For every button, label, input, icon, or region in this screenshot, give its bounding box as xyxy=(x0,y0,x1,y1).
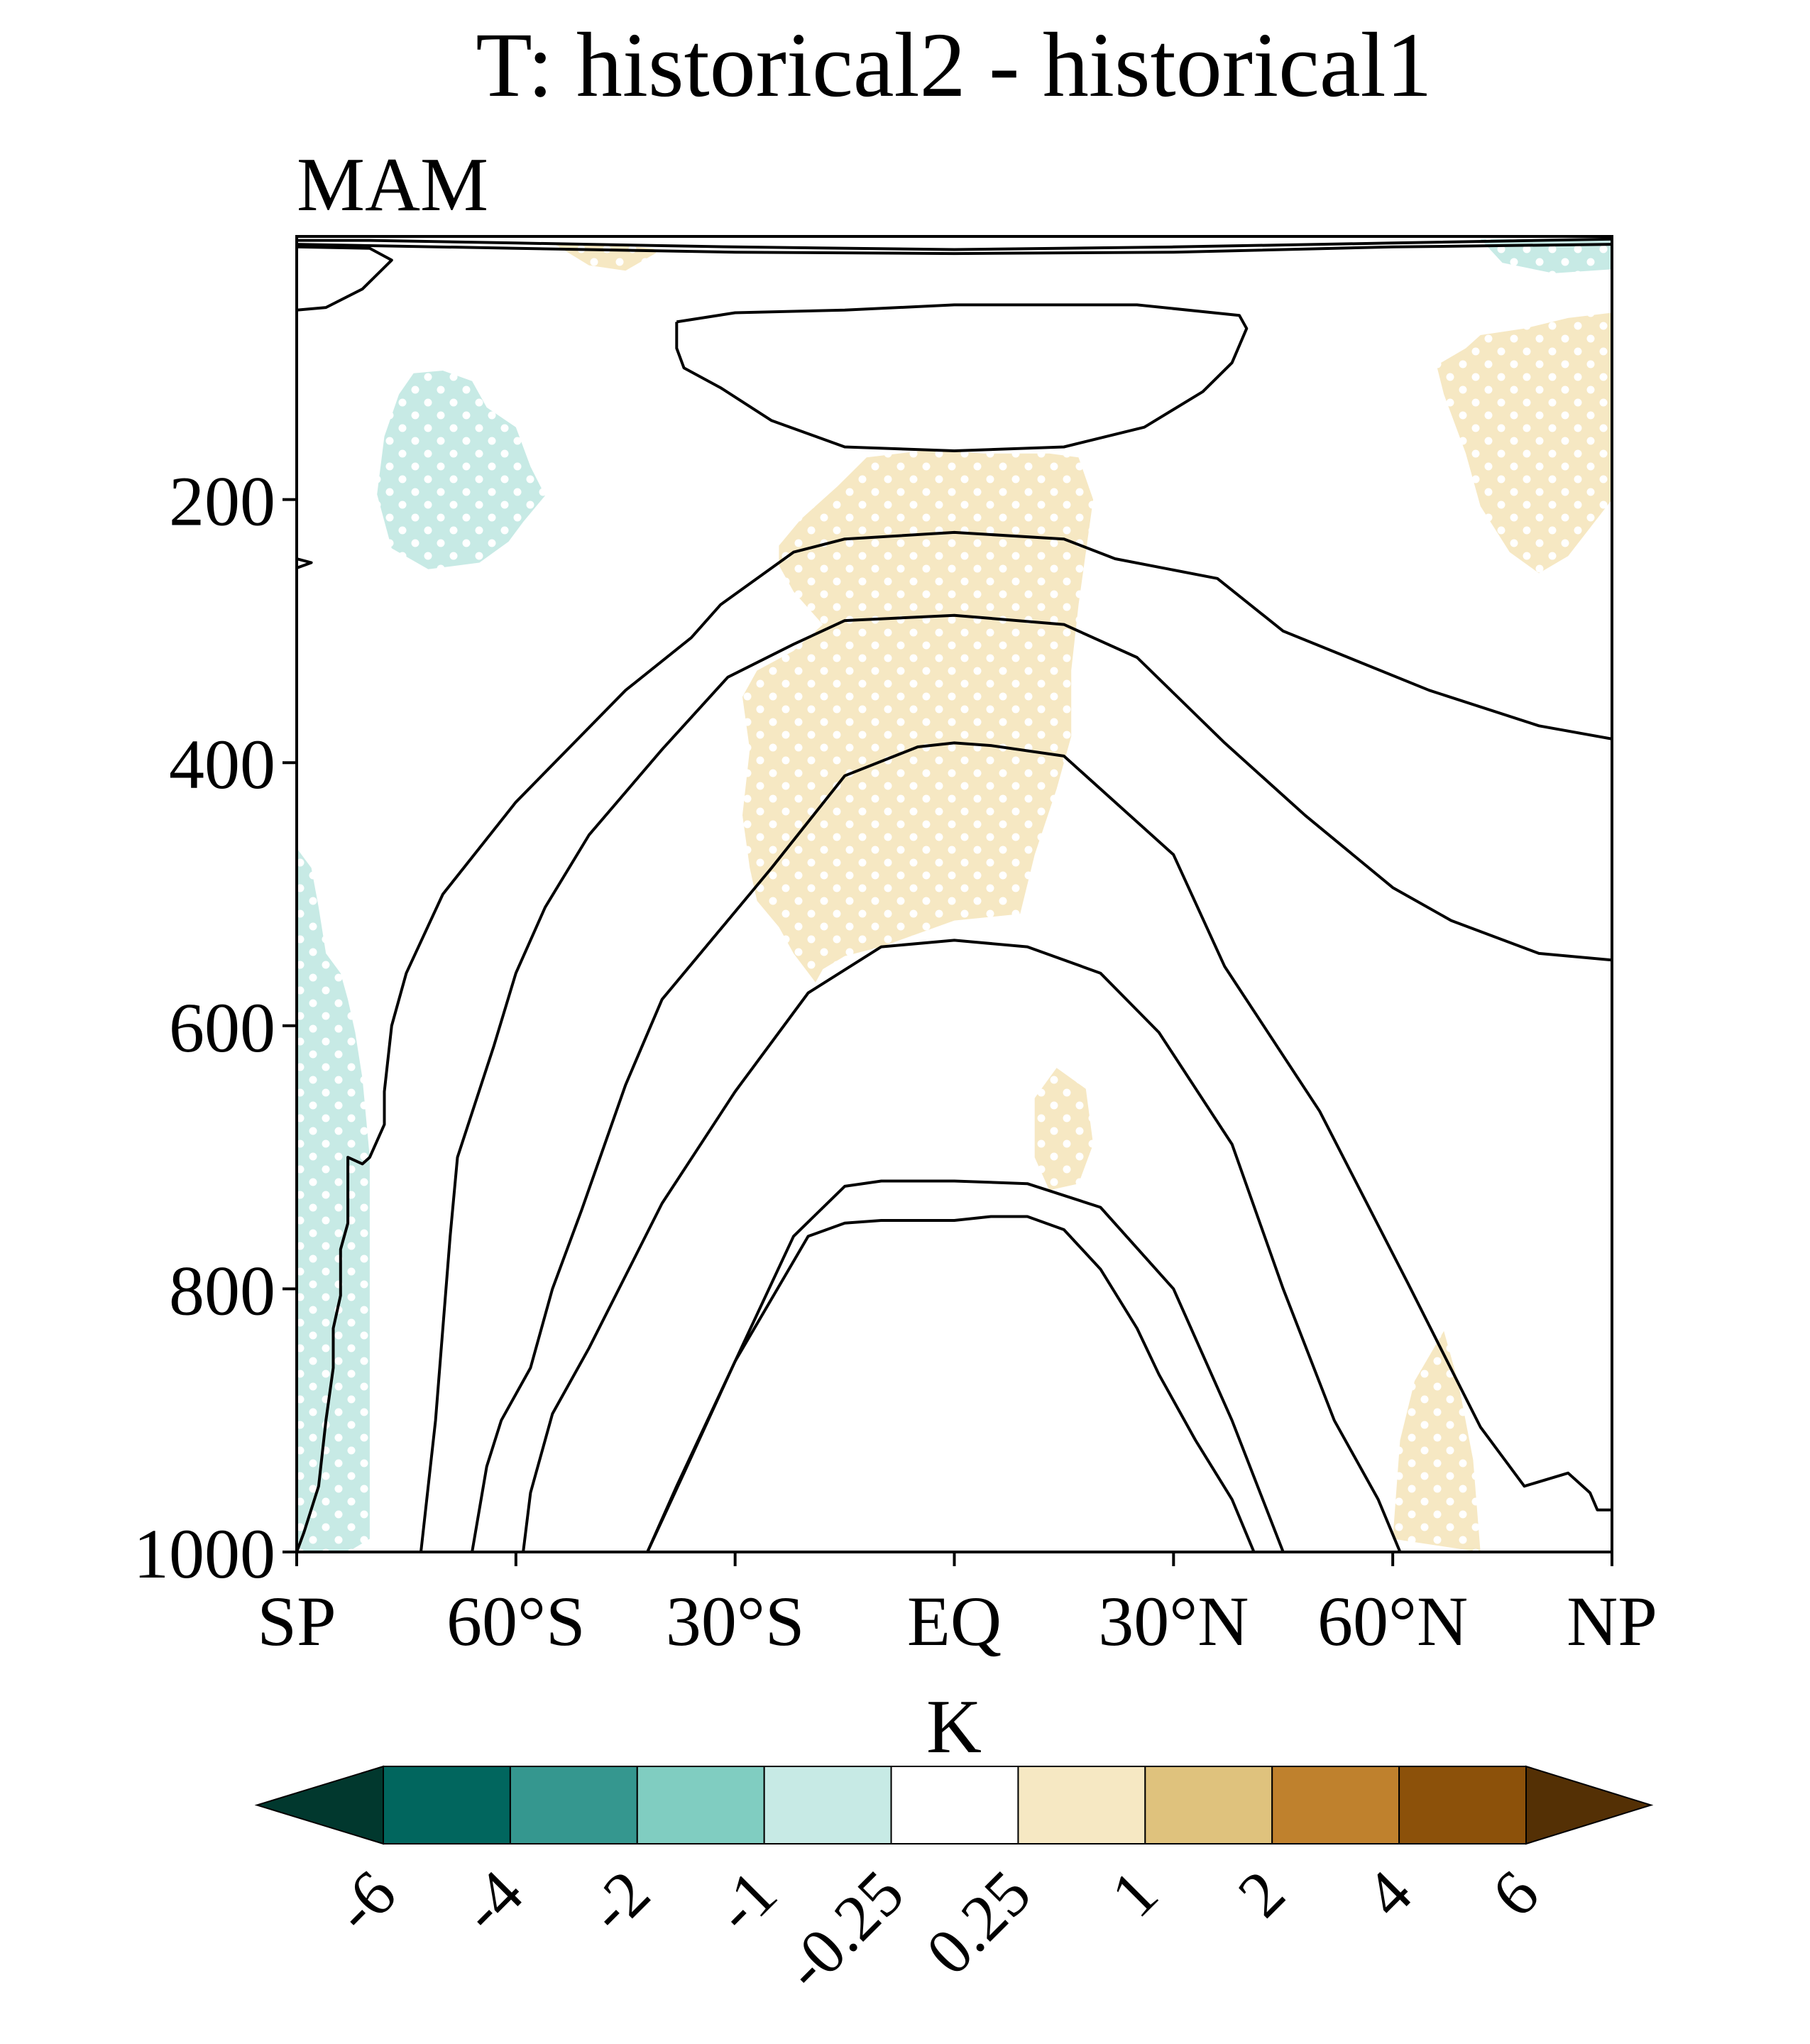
contour-line xyxy=(297,245,393,312)
y-tick-label: 800 xyxy=(169,1251,275,1330)
shaded-region xyxy=(377,371,545,569)
contour-line xyxy=(471,741,1612,1552)
colorbar-extend-low xyxy=(254,1765,384,1845)
colorbar-tick-labels: -6 -4 -2 -1-0.250.25 1 2 4 6 xyxy=(320,1857,1552,2004)
contour-line xyxy=(297,557,313,569)
x-tick-label: NP xyxy=(1567,1582,1657,1661)
colorbar-tick-label: -4 xyxy=(446,1857,536,1946)
y-tick-label: 400 xyxy=(169,725,275,804)
colorbar-tick-label: 0.25 xyxy=(912,1857,1044,1989)
colorbar-tick-label: 6 xyxy=(1478,1857,1552,1931)
colorbar-tick-label: 2 xyxy=(1224,1857,1298,1931)
x-tick-label: 60°S xyxy=(446,1582,586,1661)
colorbar-tick-label: 1 xyxy=(1097,1857,1172,1931)
shaded-regions xyxy=(297,239,1612,1552)
x-tick-label: 30°N xyxy=(1098,1582,1249,1661)
y-axis: 200 400 600 800 1000 xyxy=(133,462,297,1593)
x-tick-label: 60°N xyxy=(1317,1582,1468,1661)
chart-title: T: historical2 - historical1 xyxy=(476,14,1432,116)
colorbar-tick-label: 4 xyxy=(1351,1857,1425,1931)
contour-line xyxy=(297,243,1612,256)
x-tick-label: EQ xyxy=(907,1582,1002,1661)
contour-lines xyxy=(297,237,1612,1552)
x-axis: SP 60°S 30°S EQ 30°N 60°N NP xyxy=(257,1552,1657,1661)
shaded-region xyxy=(1034,1068,1094,1191)
colorbar-segment xyxy=(383,1766,511,1844)
colorbar-label: K xyxy=(926,1685,982,1769)
colorbar-tick-label: -0.25 xyxy=(770,1857,918,2004)
contour-line xyxy=(675,303,1249,452)
colorbar-segment xyxy=(1017,1766,1146,1844)
shaded-region xyxy=(1480,239,1612,273)
contour-line xyxy=(419,613,1612,1552)
colorbar xyxy=(254,1765,1654,1845)
colorbar-segment xyxy=(509,1766,638,1844)
plot-area xyxy=(295,235,1613,1553)
colorbar-tick-label: -6 xyxy=(320,1857,410,1946)
contour-line xyxy=(297,237,1612,251)
colorbar-segment xyxy=(1398,1766,1527,1844)
colorbar-segment xyxy=(636,1766,765,1844)
x-tick-label: 30°S xyxy=(666,1582,805,1661)
shaded-region xyxy=(1436,312,1612,574)
colorbar-segment xyxy=(763,1766,892,1844)
colorbar-segment xyxy=(1271,1766,1400,1844)
shaded-region xyxy=(742,449,1094,983)
contour-line xyxy=(297,530,1612,1552)
shaded-region xyxy=(297,848,370,1552)
colorbar-extend-high xyxy=(1525,1765,1654,1845)
colorbar-segment xyxy=(890,1766,1019,1844)
colorbar-tick-label: -2 xyxy=(574,1857,663,1946)
contour-line xyxy=(522,939,1402,1552)
y-tick-label: 1000 xyxy=(133,1514,275,1593)
colorbar-tick-label: -1 xyxy=(701,1857,790,1946)
season-label: MAM xyxy=(297,143,488,227)
y-tick-label: 600 xyxy=(169,988,275,1067)
contour-line xyxy=(646,1215,1256,1552)
y-tick-label: 200 xyxy=(169,462,275,541)
x-tick-label: SP xyxy=(257,1582,336,1661)
colorbar-segment xyxy=(1144,1766,1273,1844)
